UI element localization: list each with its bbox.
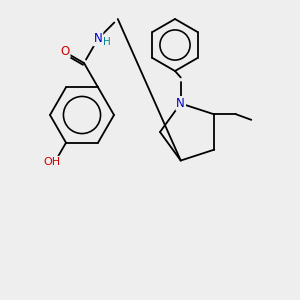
- Text: H: H: [103, 37, 111, 47]
- Text: O: O: [60, 44, 70, 58]
- Text: OH: OH: [44, 157, 61, 167]
- Text: N: N: [94, 32, 102, 45]
- Text: N: N: [176, 97, 185, 110]
